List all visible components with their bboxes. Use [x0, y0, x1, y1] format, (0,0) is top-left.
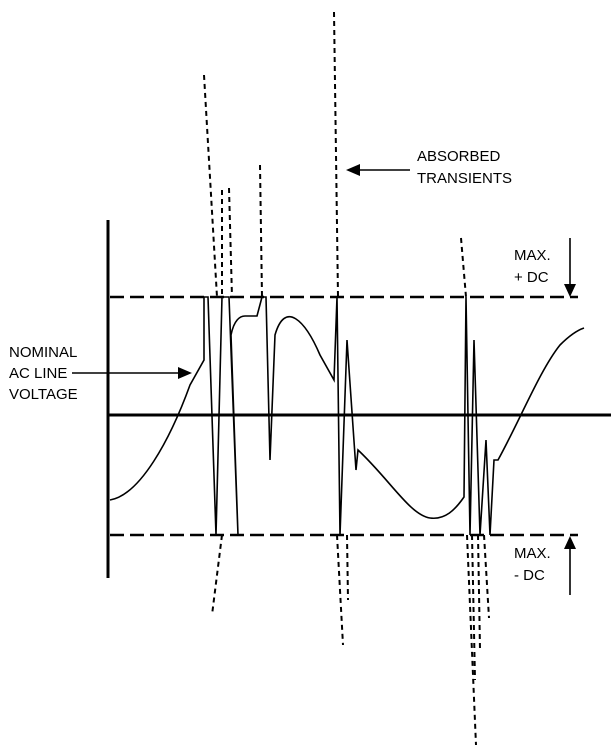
absorbed-spike-5-down-a [466, 534, 477, 746]
max-negative-dc-arrowhead [564, 536, 576, 549]
absorbed-spike-5-down-b [471, 534, 476, 681]
max-positive-dc-callout: MAX. + DC [514, 238, 576, 297]
absorbed-transient-spikes [203, 11, 490, 746]
absorbed-spike-5-down-d [483, 534, 490, 619]
absorbed-transients-label-line2: TRANSIENTS [417, 170, 512, 187]
absorbed-transients-callout: ABSORBED TRANSIENTS [346, 148, 512, 187]
nominal-ac-line-voltage-callout: NOMINAL AC LINE VOLTAGE [9, 344, 192, 403]
absorbed-transients-label-line1: ABSORBED [417, 148, 501, 165]
absorbed-spike-4-down-b [346, 534, 349, 601]
nominal-ac-label-line1: NOMINAL [9, 344, 77, 361]
nominal-ac-arrowhead [178, 367, 192, 379]
max-positive-dc-arrowhead [564, 284, 576, 297]
absorbed-spike-4-down-a [336, 534, 344, 646]
max-negative-dc-label-line1: MAX. [514, 545, 551, 562]
absorbed-spike-4-up [333, 11, 339, 298]
max-negative-dc-callout: MAX. - DC [514, 536, 576, 595]
absorbed-spike-5-down-c [477, 534, 481, 651]
absorbed-spike-1-down [211, 534, 223, 616]
max-negative-dc-label-line2: - DC [514, 567, 545, 584]
nominal-ac-label-line3: VOLTAGE [9, 386, 78, 403]
clamped-ac-waveform [109, 296, 585, 536]
max-positive-dc-label-line2: + DC [514, 269, 549, 286]
absorbed-transients-arrowhead [346, 164, 360, 176]
max-positive-dc-label-line1: MAX. [514, 247, 551, 264]
absorbed-spike-3-up [259, 164, 263, 298]
absorbed-spike-5-up [460, 237, 467, 298]
absorbed-spike-1-up [203, 74, 218, 298]
absorbed-spike-2-up-b [228, 187, 233, 298]
nominal-ac-label-line2: AC LINE [9, 365, 67, 382]
